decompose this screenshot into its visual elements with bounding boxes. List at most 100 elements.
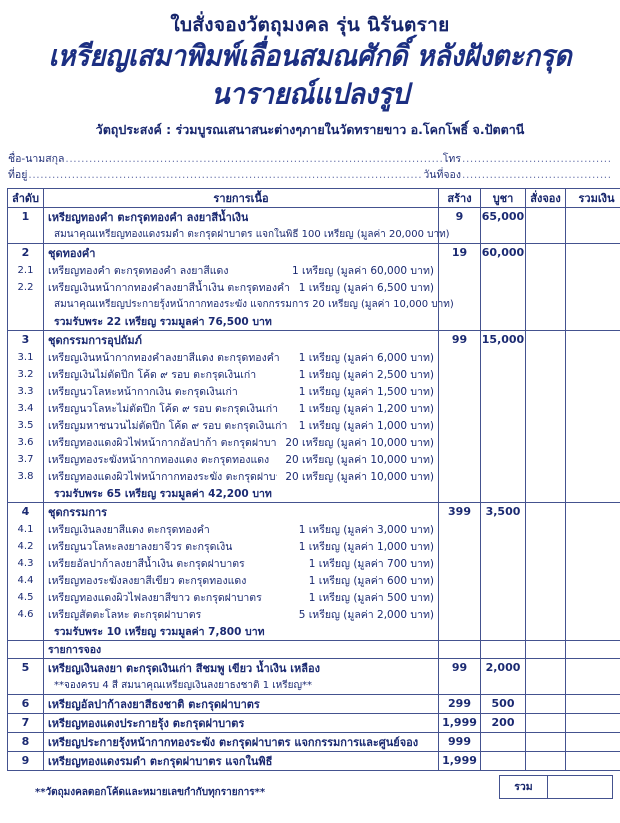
- grand-total-value[interactable]: [547, 774, 613, 799]
- cell-line-total[interactable]: [565, 242, 620, 262]
- cell-order-qty[interactable]: [525, 622, 566, 641]
- cell-line-total[interactable]: [565, 537, 620, 555]
- cell-line-total[interactable]: [565, 225, 620, 244]
- cell-line-total[interactable]: [565, 520, 620, 538]
- cell-line-total[interactable]: [565, 750, 620, 771]
- cell-make-qty: [438, 467, 481, 485]
- cell-order-qty[interactable]: [525, 676, 566, 695]
- cell-order-qty[interactable]: [525, 484, 566, 503]
- cell-order-qty[interactable]: [525, 712, 566, 733]
- cell-order-qty[interactable]: [525, 571, 566, 589]
- cell-order-qty[interactable]: [525, 242, 566, 262]
- cell-line-total[interactable]: [565, 312, 620, 331]
- cell-line-total[interactable]: [565, 731, 620, 752]
- cell-order-qty[interactable]: [525, 588, 566, 606]
- cell-make-qty: [438, 588, 481, 606]
- cell-order-qty[interactable]: [525, 639, 566, 659]
- cell-order-qty[interactable]: [525, 501, 566, 521]
- cell-order-qty[interactable]: [525, 657, 566, 677]
- cell-make-qty: 399: [438, 501, 481, 521]
- cell-line-total[interactable]: [565, 348, 620, 366]
- cell-line-total[interactable]: [565, 484, 620, 503]
- cell-line-total[interactable]: [565, 605, 620, 623]
- description-wrap: เหรียญทองแดงผิวไฟหน้ากากอัลปาก้า ตะกรุดฝ…: [44, 434, 438, 451]
- cell-line-total[interactable]: [565, 206, 620, 226]
- cell-price: [480, 731, 526, 752]
- cell-order-qty[interactable]: [525, 278, 566, 296]
- address-input[interactable]: ........................................…: [28, 168, 423, 181]
- description-text: เหรียญมหาชนวนไม่ตัดปีก โค้ด ๙ รอบ ตะกรุด…: [48, 419, 288, 432]
- cell-line-total[interactable]: [565, 278, 620, 296]
- cell-line-total[interactable]: [565, 501, 620, 521]
- cell-row-number: 1: [7, 206, 44, 226]
- col-header-total: รวมเงิน: [565, 187, 620, 208]
- cell-line-total[interactable]: [565, 571, 620, 589]
- cell-line-total[interactable]: [565, 554, 620, 572]
- cell-make-qty: [438, 382, 481, 400]
- cell-line-total[interactable]: [565, 416, 620, 434]
- cell-order-qty[interactable]: [525, 750, 566, 771]
- table-row: 2.1 เหรียญทองคำ ตะกรุดทองคำ ลงยาสีแดง 1 เห…: [7, 261, 620, 279]
- cell-order-qty[interactable]: [525, 329, 566, 349]
- cell-order-qty[interactable]: [525, 605, 566, 623]
- cell-order-qty[interactable]: [525, 520, 566, 538]
- cell-line-total[interactable]: [565, 433, 620, 451]
- cell-order-qty[interactable]: [525, 554, 566, 572]
- table-row: สมนาคุณเหรียญประกายรุ้งหน้ากากทองระฆัง แ…: [7, 295, 620, 313]
- row-subtotal-text: รวมรับพระ 10 เหรียญ รวมมูลค่า 7,800 บาท: [54, 625, 265, 638]
- cell-row-number: 8: [7, 731, 44, 752]
- cell-price: [480, 484, 526, 503]
- cell-line-total[interactable]: [565, 450, 620, 468]
- name-input[interactable]: ........................................…: [65, 152, 442, 165]
- cell-line-total[interactable]: [565, 261, 620, 279]
- cell-order-qty[interactable]: [525, 416, 566, 434]
- cell-order-qty[interactable]: [525, 693, 566, 714]
- cell-order-qty[interactable]: [525, 206, 566, 226]
- cell-line-total[interactable]: [565, 365, 620, 383]
- cell-order-qty[interactable]: [525, 537, 566, 555]
- cell-description: เหรียญนวโลหะหน้ากากเงิน ตะกรุดเงินเก่า 1 …: [43, 382, 439, 400]
- cell-price: [480, 639, 526, 659]
- cell-line-total[interactable]: [565, 622, 620, 641]
- cell-line-total[interactable]: [565, 676, 620, 695]
- cell-price: 3,500: [480, 501, 526, 521]
- cell-order-qty[interactable]: [525, 433, 566, 451]
- cell-line-total[interactable]: [565, 295, 620, 313]
- cell-row-number: 3.7: [7, 450, 44, 468]
- cell-row-number: 9: [7, 750, 44, 771]
- cell-line-total[interactable]: [565, 399, 620, 417]
- cell-description: เหรียญประกายรุ้งหน้ากากทองระฆัง ตะกรุดฝา…: [43, 731, 439, 752]
- cell-order-qty[interactable]: [525, 261, 566, 279]
- order-date-input[interactable]: ........................................: [462, 168, 612, 181]
- cell-price: [480, 433, 526, 451]
- cell-order-qty[interactable]: [525, 450, 566, 468]
- description-wrap: เหรียญเงินไม่ตัดปีก โค้ด ๙ รอบ ตะกรุดเงิ…: [44, 366, 438, 383]
- cell-order-qty[interactable]: [525, 731, 566, 752]
- order-date-label: วันที่จอง: [423, 168, 461, 181]
- cell-row-number: 4.2: [7, 537, 44, 555]
- cell-line-total[interactable]: [565, 693, 620, 714]
- cell-order-qty[interactable]: [525, 399, 566, 417]
- cell-order-qty[interactable]: [525, 312, 566, 331]
- name-field-row: ชื่อ-นามสกุล ...........................…: [8, 150, 612, 166]
- cell-order-qty[interactable]: [525, 365, 566, 383]
- cell-description: รายการจอง: [43, 639, 439, 659]
- description-wrap: ชุดทองคำ: [44, 244, 438, 262]
- cell-order-qty[interactable]: [525, 295, 566, 313]
- cell-line-total[interactable]: [565, 657, 620, 677]
- cell-order-qty[interactable]: [525, 348, 566, 366]
- phone-input[interactable]: ........................................…: [462, 152, 612, 165]
- description-quantity-value: 1 เหรียญ (มูลค่า 60,000 บาท): [292, 264, 434, 277]
- cell-order-qty[interactable]: [525, 382, 566, 400]
- cell-line-total[interactable]: [565, 588, 620, 606]
- cell-order-qty[interactable]: [525, 225, 566, 244]
- cell-line-total[interactable]: [565, 329, 620, 349]
- form-footer: **วัตถุมงคลตอกโค้ดและหมายเลขกำกับทุกรายก…: [7, 771, 613, 811]
- cell-order-qty[interactable]: [525, 467, 566, 485]
- grand-total-label: รวม: [499, 774, 548, 799]
- cell-line-total[interactable]: [565, 639, 620, 659]
- cell-line-total[interactable]: [565, 382, 620, 400]
- cell-line-total[interactable]: [565, 467, 620, 485]
- name-label: ชื่อ-นามสกุล: [8, 152, 65, 165]
- cell-line-total[interactable]: [565, 712, 620, 733]
